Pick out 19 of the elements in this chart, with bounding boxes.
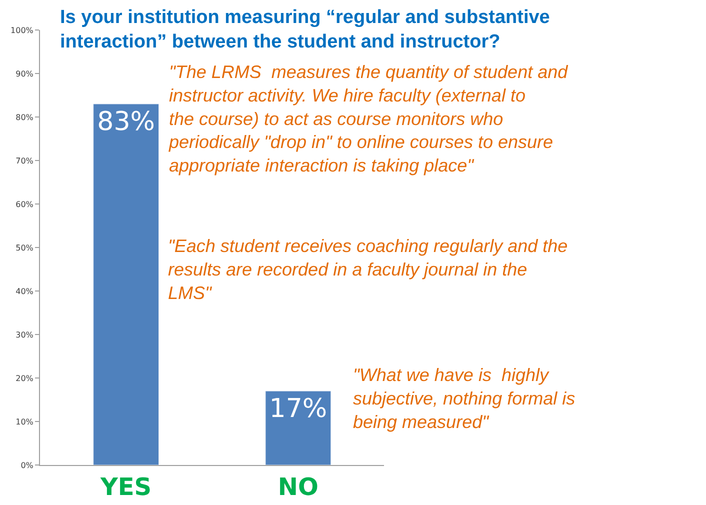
chart-title: Is your institution measuring “regular and substantive interaction” between the student and instructor? [60,6,550,52]
y-tick-label: 0% [20,460,34,470]
annotation: "The LRMS measures the quantity of student and instructor activity. We hire faculty (external to the course) to act as course monitors who periodically "drop in" to online courses to ensure appropriate interaction is taking place" [168,62,569,176]
annotation: "Each student receives coaching regularly and the results are recorded in a faculty journal in the LMS" [168,236,568,303]
data-label: 83% [97,106,155,137]
y-tick-label: 60% [16,200,34,209]
y-tick-label: 100% [10,26,34,35]
x-tick-label: YES [100,472,152,501]
data-label: 17% [269,394,328,424]
x-tick-label: NO [278,472,318,501]
y-tick-label: 20% [16,374,34,383]
y-tick-label: 80% [16,112,34,122]
y-tick-label: 50% [16,243,34,252]
y-tick-label: 10% [16,417,34,426]
y-tick-label: 70% [16,156,34,166]
y-tick-label: 40% [16,286,34,296]
annotation: "What we have is highly subjective, nothing formal is being measured" [353,365,576,432]
y-tick-label: 30% [16,330,34,340]
y-tick-label: 90% [16,69,34,78]
